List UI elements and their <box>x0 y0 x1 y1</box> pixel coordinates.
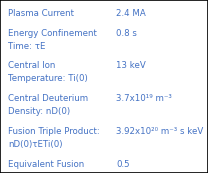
Text: Temperature: Ti(0): Temperature: Ti(0) <box>8 74 88 83</box>
Text: Time: τE: Time: τE <box>8 42 46 51</box>
Text: 0.8 s: 0.8 s <box>116 29 137 38</box>
Text: 13 keV: 13 keV <box>116 61 146 70</box>
Text: nD(0)τETi(0): nD(0)τETi(0) <box>8 140 63 149</box>
Text: Plasma Current: Plasma Current <box>8 9 74 18</box>
Text: 3.92x10²⁰ m⁻³ s keV: 3.92x10²⁰ m⁻³ s keV <box>116 127 204 136</box>
Text: Density: nD(0): Density: nD(0) <box>8 107 71 116</box>
Text: Fusion Triple Product:: Fusion Triple Product: <box>8 127 100 136</box>
Text: 3.7x10¹⁹ m⁻³: 3.7x10¹⁹ m⁻³ <box>116 94 172 103</box>
Text: Equivalent Fusion: Equivalent Fusion <box>8 160 85 169</box>
Text: Central Ion: Central Ion <box>8 61 56 70</box>
Text: 2.4 MA: 2.4 MA <box>116 9 146 18</box>
Text: Energy Confinement: Energy Confinement <box>8 29 97 38</box>
Text: Central Deuterium: Central Deuterium <box>8 94 88 103</box>
Text: 0.5: 0.5 <box>116 160 130 169</box>
